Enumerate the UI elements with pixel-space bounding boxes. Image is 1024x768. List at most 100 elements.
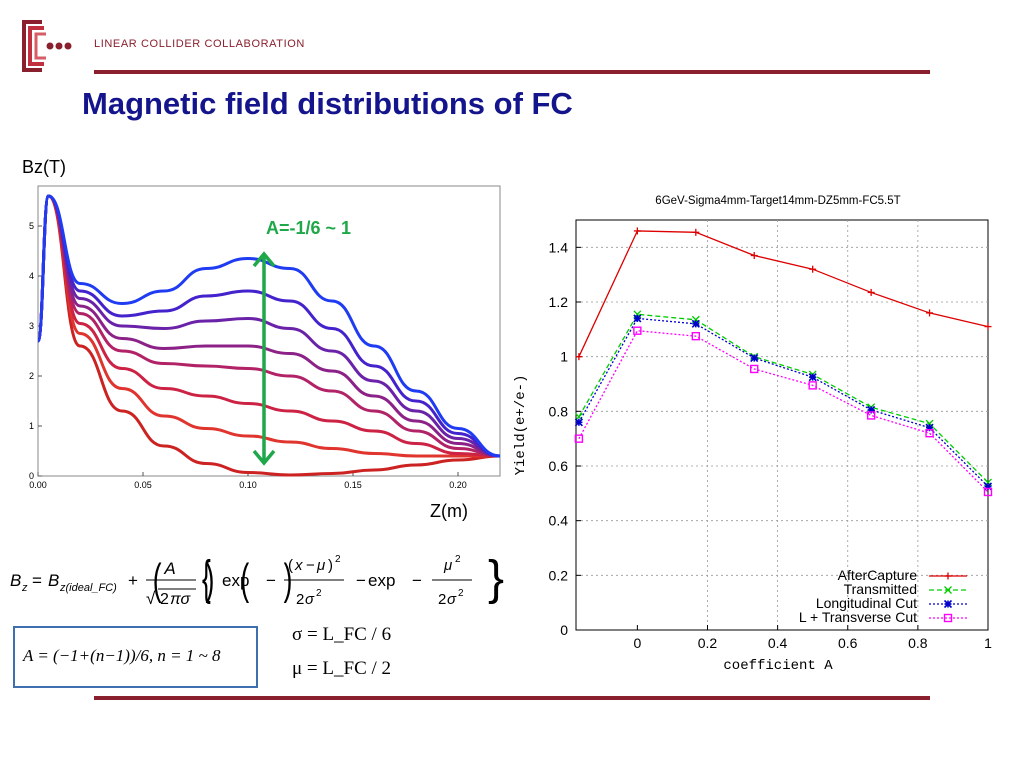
svg-text:σ: σ [447,591,457,608]
svg-text:x: x [294,557,303,574]
footer-rule [94,696,930,700]
svg-text:−: − [412,571,422,590]
a-definition: A = (−1+(n−1))/6, n = 1 ~ 8 [23,646,221,665]
yield-series-line-1 [578,230,989,357]
svg-text:exp: exp [222,571,249,590]
svg-text:=: = [32,571,42,590]
svg-text:B: B [48,571,59,590]
svg-text:2: 2 [438,591,446,608]
legend-label: Longitudinal Cut [816,595,917,611]
a-coefficient-box: A = (−1+(n−1))/6, n = 1 ~ 8 [13,626,258,688]
svg-text:(: ( [240,554,249,604]
legend-label: AfterCapture [838,567,918,583]
svg-text:): ) [328,557,333,574]
yield-y-tick-label: 0.8 [549,403,569,419]
left-y-tick-label: 1 [29,421,34,431]
svg-text:2: 2 [458,588,464,599]
yield-point [633,326,642,335]
svg-text:πσ: πσ [170,591,191,608]
svg-text:σ: σ [305,591,315,608]
legend-marker [944,572,952,580]
yield-x-tick-label: 1 [984,635,992,651]
yield-y-tick-label: 1.4 [549,239,569,255]
legend-marker [943,599,953,609]
yield-point [809,265,817,273]
left-y-tick-label: 3 [29,321,34,331]
bz-curve-8 [36,194,501,458]
svg-text:): ) [284,554,293,604]
yield-series-line-4 [578,330,989,493]
arrow-head-down [252,449,276,466]
svg-text:−: − [306,557,315,574]
yield-point [926,309,934,317]
amplitude-annotation: A=-1/6 ~ 1 [266,218,352,238]
yield-point [574,434,584,443]
yield-chart: 6GeV-Sigma4mm-Target14mm-DZ5mm-FC5.5T 0 0… [513,195,993,674]
arrow-head-up [252,251,276,268]
legend-label: L + Transverse Cut [799,609,917,625]
svg-text:A: A [163,559,175,578]
yield-y-tick-label: 1.2 [549,294,569,310]
yield-x-tick-label: 0.2 [698,635,718,651]
left-x-tick-label: 0.10 [239,480,257,490]
svg-text:(: ( [288,557,293,574]
bz-equation: B z = B z(ideal_FC) + A √ 2 πσ { exp ( −… [10,552,504,608]
svg-text:+: + [128,571,138,590]
svg-text:μ: μ [443,557,452,574]
yield-y-axis-label: Yield(e+/e-) [513,375,529,476]
yield-point [691,319,700,328]
yield-point [691,331,701,341]
yield-x-tick-label: 0 [633,635,641,651]
legend-marker [944,586,952,594]
left-y-tick-label: 5 [29,221,34,231]
left-x-tick-label: 0.20 [449,480,467,490]
header-rule [94,70,930,74]
left-x-tick-label: 0.00 [29,480,47,490]
left-plot-y-label: Bz(T) [22,157,66,177]
yield-point [867,288,875,296]
svg-text:(: ( [153,554,162,604]
yield-series-line-2 [578,313,989,483]
amplitude-range-arrow [252,251,276,466]
svg-text:−: − [266,571,276,590]
left-y-tick-label: 4 [29,271,34,281]
left-x-tick-label: 0.05 [134,480,152,490]
yield-y-tick-label: 0.6 [549,458,569,474]
yield-point [866,411,876,420]
mu-definition: μ = L_FC / 2 [292,658,392,679]
yield-x-tick-label: 0.4 [768,635,788,651]
svg-text:{: { [202,552,211,605]
svg-text:2: 2 [335,554,341,565]
org-name: LINEAR COLLIDER COLLABORATION [94,38,305,50]
yield-y-tick-label: 1 [560,349,568,365]
yield-y-tick-label: 0 [560,622,568,638]
left-y-tick-label: 2 [29,371,34,381]
yield-chart-title: 6GeV-Sigma4mm-Target14mm-DZ5mm-FC5.5T [655,195,900,207]
bz-field-chart: 0.00 0.05 0.10 0.15 0.20 0 1 2 3 4 5 [29,185,501,490]
yield-point [750,252,758,260]
svg-text:−: − [356,571,366,590]
left-x-tick-label: 0.15 [344,480,362,490]
yield-point [983,487,993,497]
svg-text:z(ideal_FC): z(ideal_FC) [59,582,117,594]
yield-point [574,418,583,427]
yield-y-tick-label: 0.4 [549,513,569,529]
legend-marker [943,613,953,623]
yield-point [633,314,642,323]
left-y-tick-label: 0 [29,471,34,481]
left-plot-frame [37,185,501,477]
yield-x-tick-label: 0.6 [838,635,858,651]
legend-label: Transmitted [844,581,917,597]
svg-text:√: √ [146,589,156,608]
yield-series-line-3 [578,317,989,487]
yield-point [808,373,817,382]
svg-text:2: 2 [316,588,322,599]
yield-point [808,381,817,390]
yield-point [575,353,583,361]
yield-point [692,228,700,236]
yield-x-axis-label: coefficient A [723,658,833,674]
left-plot-x-label: Z(m) [430,501,468,521]
svg-text:): ) [206,554,215,604]
slide-title: Magnetic field distributions of FC [82,86,573,121]
